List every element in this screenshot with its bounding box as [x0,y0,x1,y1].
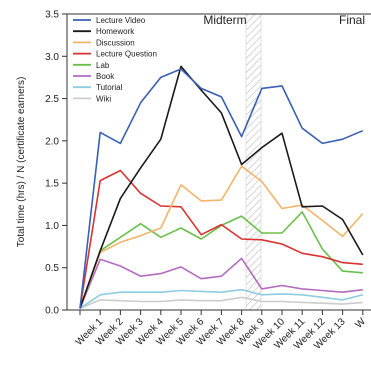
legend-entry: Book [96,72,115,81]
midterm-label: Midterm [203,13,246,27]
midterm-shade [245,13,262,311]
series-line-lecture-video [79,68,364,309]
y-tick-label: 0.0 [45,306,59,317]
y-tick-label: 2.5 [45,94,59,105]
legend-entry: Discussion [96,38,135,47]
y-tick-label: 2.0 [45,136,59,147]
legend-entry: Lab [96,61,110,70]
x-tick-label: W [353,316,368,331]
y-axis-label: Total time (hrs) / N (certificate earner… [16,77,27,248]
series-line-discussion [79,165,364,309]
series-layer [79,65,364,310]
y-tick-label: 0.5 [45,263,59,274]
plot-area [66,13,371,311]
y-tick-label: 1.5 [45,179,59,190]
series-line-book [79,257,363,309]
legend-entry: Homework [96,27,135,36]
final-label: Final [339,13,365,27]
y-axis: 0.0 0.5 1.0 1.5 2.0 2.5 3.0 3.5 [45,10,67,317]
legend: Lecture Video Homework Discussion Lecture Q… [73,16,157,103]
legend-entry: Lecture Question [96,50,157,59]
legend-entry: Lecture Video [96,16,146,25]
series-line-tutorial [79,288,363,309]
series-line-wiki [79,296,363,310]
y-tick-label: 3.5 [45,10,59,21]
series-line-homework [79,65,364,309]
legend-entry: Tutorial [96,83,123,92]
series-line-lecture-question [79,169,363,309]
series-line-lab [79,211,363,309]
y-tick-label: 1.0 [45,221,59,232]
y-tick-label: 3.0 [45,52,59,63]
legend-entry: Wiki [96,94,111,103]
